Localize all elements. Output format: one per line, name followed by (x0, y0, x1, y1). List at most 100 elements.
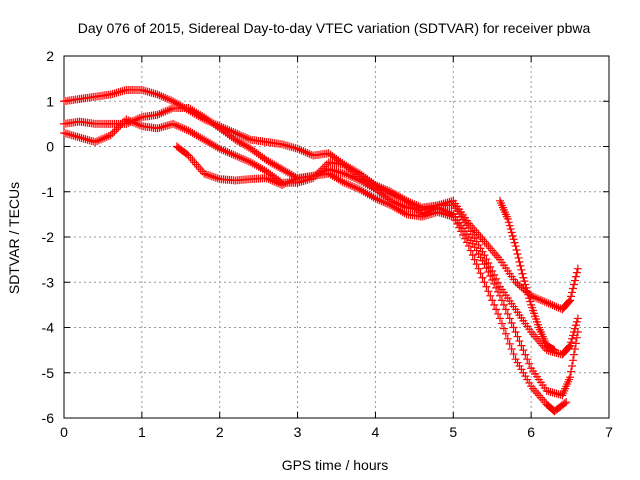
data-point (293, 144, 302, 153)
data-point (396, 194, 405, 203)
data-point (165, 95, 174, 104)
data-point (499, 300, 508, 309)
data-point (513, 249, 522, 258)
data-point (560, 399, 569, 408)
series-arc-3 (60, 115, 582, 400)
data-point (165, 105, 174, 114)
data-point (490, 300, 499, 309)
data-point (466, 236, 475, 245)
data-point (348, 182, 357, 191)
data-point (497, 296, 506, 305)
data-point (513, 358, 522, 367)
x-tick-label: 3 (294, 424, 302, 440)
data-point (490, 279, 499, 288)
data-point (95, 136, 104, 145)
data-point (566, 373, 575, 382)
x-tick-label: 1 (138, 424, 146, 440)
data-point (478, 273, 487, 282)
data-point (499, 324, 508, 333)
data-point (351, 174, 360, 183)
data-point (377, 197, 386, 206)
data-point (385, 200, 394, 209)
y-tick-label: 2 (46, 48, 54, 64)
data-point (484, 287, 493, 296)
data-point (266, 175, 275, 184)
data-point (488, 296, 497, 305)
data-point (272, 178, 281, 187)
data-point (492, 305, 501, 314)
data-point (569, 280, 578, 289)
data-point (167, 96, 176, 105)
data-point (100, 133, 109, 142)
data-point (472, 260, 481, 269)
data-point (506, 225, 515, 234)
data-point (130, 118, 139, 127)
data-point (96, 135, 105, 144)
series-arc-5 (496, 196, 559, 355)
data-point (565, 342, 574, 351)
data-point (503, 334, 512, 343)
y-tick-label: -6 (42, 410, 55, 426)
chart-title: Day 076 of 2015, Sidereal Day-to-day VTE… (78, 20, 591, 36)
data-point (516, 261, 525, 270)
data-point (462, 238, 471, 247)
data-point (388, 190, 397, 199)
data-point (178, 124, 187, 133)
data-point (205, 171, 214, 180)
data-point (480, 278, 489, 287)
data-point (464, 233, 473, 241)
data-point (534, 295, 543, 304)
data-point (548, 301, 557, 310)
data-point (523, 287, 532, 296)
x-tick-label: 5 (449, 424, 457, 440)
data-point (233, 152, 242, 161)
data-point (484, 259, 493, 268)
y-tick-label: -1 (42, 184, 55, 200)
y-tick-label: 0 (46, 139, 54, 155)
data-point (239, 154, 248, 163)
data-point (526, 297, 535, 306)
data-point (213, 143, 222, 152)
data-point (521, 350, 530, 359)
data-point (470, 243, 479, 252)
data-point (301, 148, 310, 157)
y-axis-label: SDTVAR / TECUs (6, 182, 22, 294)
data-point (182, 125, 191, 134)
x-tick-label: 6 (527, 424, 535, 440)
x-axis-label: GPS time / hours (282, 457, 389, 473)
data-point (170, 120, 179, 129)
data-point (108, 129, 117, 138)
data-point (231, 151, 240, 160)
data-point (503, 309, 512, 318)
data-point (379, 197, 388, 206)
data-point (515, 281, 524, 290)
data-point (570, 344, 579, 353)
data-point (353, 175, 362, 184)
data-point (482, 282, 491, 291)
data-point (233, 129, 242, 138)
data-point (505, 339, 514, 348)
data-point (449, 212, 458, 221)
data-point (153, 90, 162, 99)
data-point (573, 264, 582, 273)
data-point (519, 273, 528, 282)
data-point (470, 255, 479, 264)
data-point (568, 288, 577, 297)
data-point (488, 275, 497, 284)
data-point (163, 106, 172, 115)
data-point (507, 344, 516, 353)
data-point (522, 283, 531, 292)
data-point (517, 341, 526, 350)
data-point (118, 119, 127, 128)
data-point (550, 346, 559, 355)
data-point (550, 302, 559, 311)
data-point (161, 93, 170, 102)
data-point (213, 174, 222, 183)
data-point (519, 346, 528, 355)
x-tick-label: 4 (372, 424, 380, 440)
data-point (320, 162, 329, 171)
data-point (568, 356, 577, 365)
data-point (476, 253, 485, 262)
data-point (404, 198, 413, 207)
data-point (524, 290, 533, 299)
